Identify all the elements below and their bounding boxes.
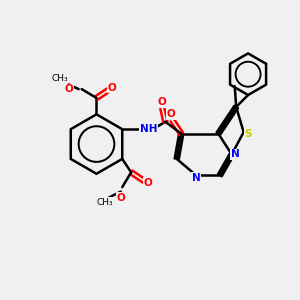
- Text: CH₃: CH₃: [51, 74, 68, 83]
- Text: CH₃: CH₃: [96, 197, 113, 206]
- Text: O: O: [116, 193, 125, 202]
- Text: O: O: [167, 109, 175, 119]
- Text: O: O: [143, 178, 152, 188]
- Text: O: O: [158, 98, 167, 107]
- Text: NH: NH: [140, 124, 157, 134]
- Text: N: N: [231, 149, 240, 160]
- Text: N: N: [192, 172, 200, 183]
- Text: O: O: [108, 82, 117, 93]
- Text: O: O: [65, 84, 74, 94]
- Text: S: S: [244, 129, 252, 139]
